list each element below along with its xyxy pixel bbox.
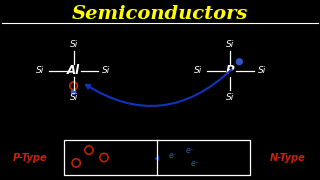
Text: Si: Si xyxy=(226,93,235,102)
Text: e⁻: e⁻ xyxy=(191,159,200,168)
Text: Si: Si xyxy=(101,66,110,75)
Text: e⁻: e⁻ xyxy=(186,146,195,155)
FancyArrowPatch shape xyxy=(156,157,159,160)
Text: Al: Al xyxy=(67,64,80,77)
Bar xyxy=(64,140,250,175)
FancyArrowPatch shape xyxy=(86,69,232,106)
Circle shape xyxy=(236,59,242,65)
Text: e⁻: e⁻ xyxy=(169,151,178,160)
Text: Semiconductors: Semiconductors xyxy=(72,5,248,23)
Text: P: P xyxy=(226,64,235,77)
Text: Si: Si xyxy=(194,66,203,75)
Text: Si: Si xyxy=(226,40,235,49)
Circle shape xyxy=(71,90,76,94)
Text: Si: Si xyxy=(69,40,78,49)
Text: Si: Si xyxy=(69,93,78,102)
Text: Si: Si xyxy=(258,66,266,75)
Text: P-Type: P-Type xyxy=(13,154,48,163)
Text: N-Type: N-Type xyxy=(270,154,306,163)
Text: Si: Si xyxy=(36,66,44,75)
